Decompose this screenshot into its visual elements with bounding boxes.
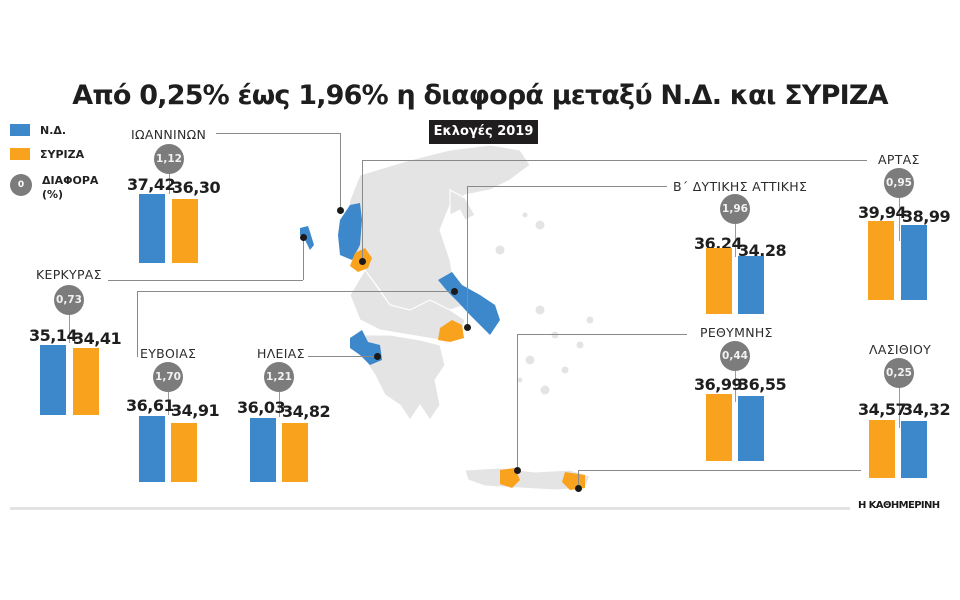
value-syriza: 34,41 [73, 329, 122, 348]
chart-title: Από 0,25% έως 1,96% η διαφορά μεταξύ Ν.Δ… [72, 80, 888, 111]
legend-label-diff-unit: (%) [42, 188, 64, 201]
source-credit: Η ΚΑΘΗΜΕΡΙΝΗ [858, 500, 940, 511]
bar-syriza [869, 420, 895, 478]
diff-circle-icon: 0 [10, 174, 32, 196]
leader-w-attica-h [467, 186, 667, 187]
marker-ioannina [337, 207, 344, 214]
value-nd: 38,99 [902, 207, 951, 226]
value-syriza: 34,57 [858, 400, 907, 419]
diff-badge: 1,96 [720, 194, 750, 224]
district-name: ΕΥΒΟΙΑΣ [140, 346, 197, 361]
marker-kerkyra [300, 234, 307, 241]
bar-nd [738, 396, 764, 461]
leader-ioannina-h [216, 133, 340, 134]
footer-divider [10, 507, 850, 510]
district-name: ΛΑΣΙΘΙΟΥ [869, 342, 932, 357]
legend-label-nd: Ν.Δ. [40, 123, 67, 137]
leader-kerkyra-h [108, 280, 303, 281]
bar-syriza [868, 221, 894, 300]
leader-arta-h [362, 160, 867, 161]
leader-evvoia-v [137, 291, 138, 357]
diff-badge: 0,95 [884, 168, 914, 198]
value-nd: 37,42 [127, 175, 176, 194]
value-syriza: 36,30 [172, 178, 221, 197]
legend-item-diff: 0 ΔΙΑΦΟΡΑ (%) [10, 174, 98, 206]
bar-nd [738, 256, 764, 314]
value-nd: 36,03 [237, 398, 286, 417]
district-evvoia [438, 272, 500, 335]
marker-w-attica [464, 324, 471, 331]
value-nd: 34,28 [738, 241, 787, 260]
district-name: ΡΕΘΥΜΝΗΣ [700, 325, 773, 340]
leader-rethymno-v [517, 334, 518, 470]
district-name: ΗΛΕΙΑΣ [257, 346, 305, 361]
value-syriza: 34,91 [171, 401, 220, 420]
value-nd: 36,61 [126, 396, 175, 415]
leader-ileia [308, 356, 376, 357]
leader-arta-v [362, 160, 363, 262]
district-name: ΑΡΤΑΣ [878, 152, 920, 167]
marker-rethymno [514, 467, 521, 474]
district-kerkyra [300, 226, 314, 250]
badge-stem [899, 198, 900, 241]
marker-evvoia [451, 288, 458, 295]
bar-syriza [706, 248, 732, 314]
marker-arta [359, 258, 366, 265]
diff-badge: 1,21 [264, 362, 294, 392]
legend-label-syriza: ΣΥΡΙΖΑ [40, 147, 85, 161]
bar-syriza [706, 394, 732, 461]
legend: Ν.Δ. ΣΥΡΙΖΑ 0 ΔΙΑΦΟΡΑ (%) [10, 118, 98, 206]
district-name: ΚΕΡΚΥΡΑΣ [36, 267, 102, 282]
leader-evvoia-h [137, 291, 455, 292]
bar-syriza [282, 423, 308, 482]
badge-stem [899, 388, 900, 428]
value-nd: 34,32 [902, 400, 951, 419]
legend-item-syriza: ΣΥΡΙΖΑ [10, 142, 98, 166]
district-name: Β΄ ΔΥΤΙΚΗΣ ΑΤΤΙΚΗΣ [673, 179, 808, 194]
badge-stem [735, 371, 736, 402]
value-syriza: 34,82 [282, 402, 331, 421]
marker-lasithi [575, 485, 582, 492]
bar-nd [139, 416, 165, 482]
legend-label-diff: ΔΙΑΦΟΡΑ [42, 174, 99, 187]
bar-syriza [171, 423, 197, 482]
bar-nd [250, 418, 276, 482]
diff-badge: 1,70 [153, 362, 183, 392]
district-w-attica [438, 320, 464, 342]
chart-subtitle-badge: Εκλογές 2019 [429, 120, 538, 144]
badge-stem [735, 224, 736, 257]
syriza-swatch [10, 148, 30, 160]
value-nd: 35,14 [29, 326, 78, 345]
leader-kerkyra-v [303, 237, 304, 280]
value-nd: 36,55 [738, 375, 787, 394]
leader-lasithi-v [578, 470, 579, 490]
leader-rethymno-h [517, 334, 687, 335]
badge-stem [169, 174, 170, 194]
leader-w-attica-v [467, 186, 468, 327]
nd-swatch [10, 124, 30, 136]
badge-stem [168, 392, 169, 415]
marker-ileia [374, 353, 381, 360]
badge-stem [69, 315, 70, 343]
value-syriza: 39,94 [858, 203, 907, 222]
diff-badge: 0,25 [884, 358, 914, 388]
leader-ioannina-v [340, 133, 341, 211]
bar-nd [901, 225, 927, 300]
bar-nd [901, 421, 927, 478]
value-syriza: 36,99 [694, 375, 743, 394]
bar-nd [40, 345, 66, 415]
bar-nd [139, 194, 165, 263]
district-name: ΙΩΑΝΝΙΝΩΝ [131, 127, 207, 142]
diff-badge: 1,12 [154, 144, 184, 174]
leader-lasithi-h [578, 470, 861, 471]
diff-badge: 0,73 [54, 285, 84, 315]
diff-badge: 0,44 [720, 341, 750, 371]
district-ioannina [338, 203, 362, 260]
legend-item-nd: Ν.Δ. [10, 118, 98, 142]
bar-syriza [172, 199, 198, 263]
bar-syriza [73, 348, 99, 415]
badge-stem [279, 392, 280, 417]
